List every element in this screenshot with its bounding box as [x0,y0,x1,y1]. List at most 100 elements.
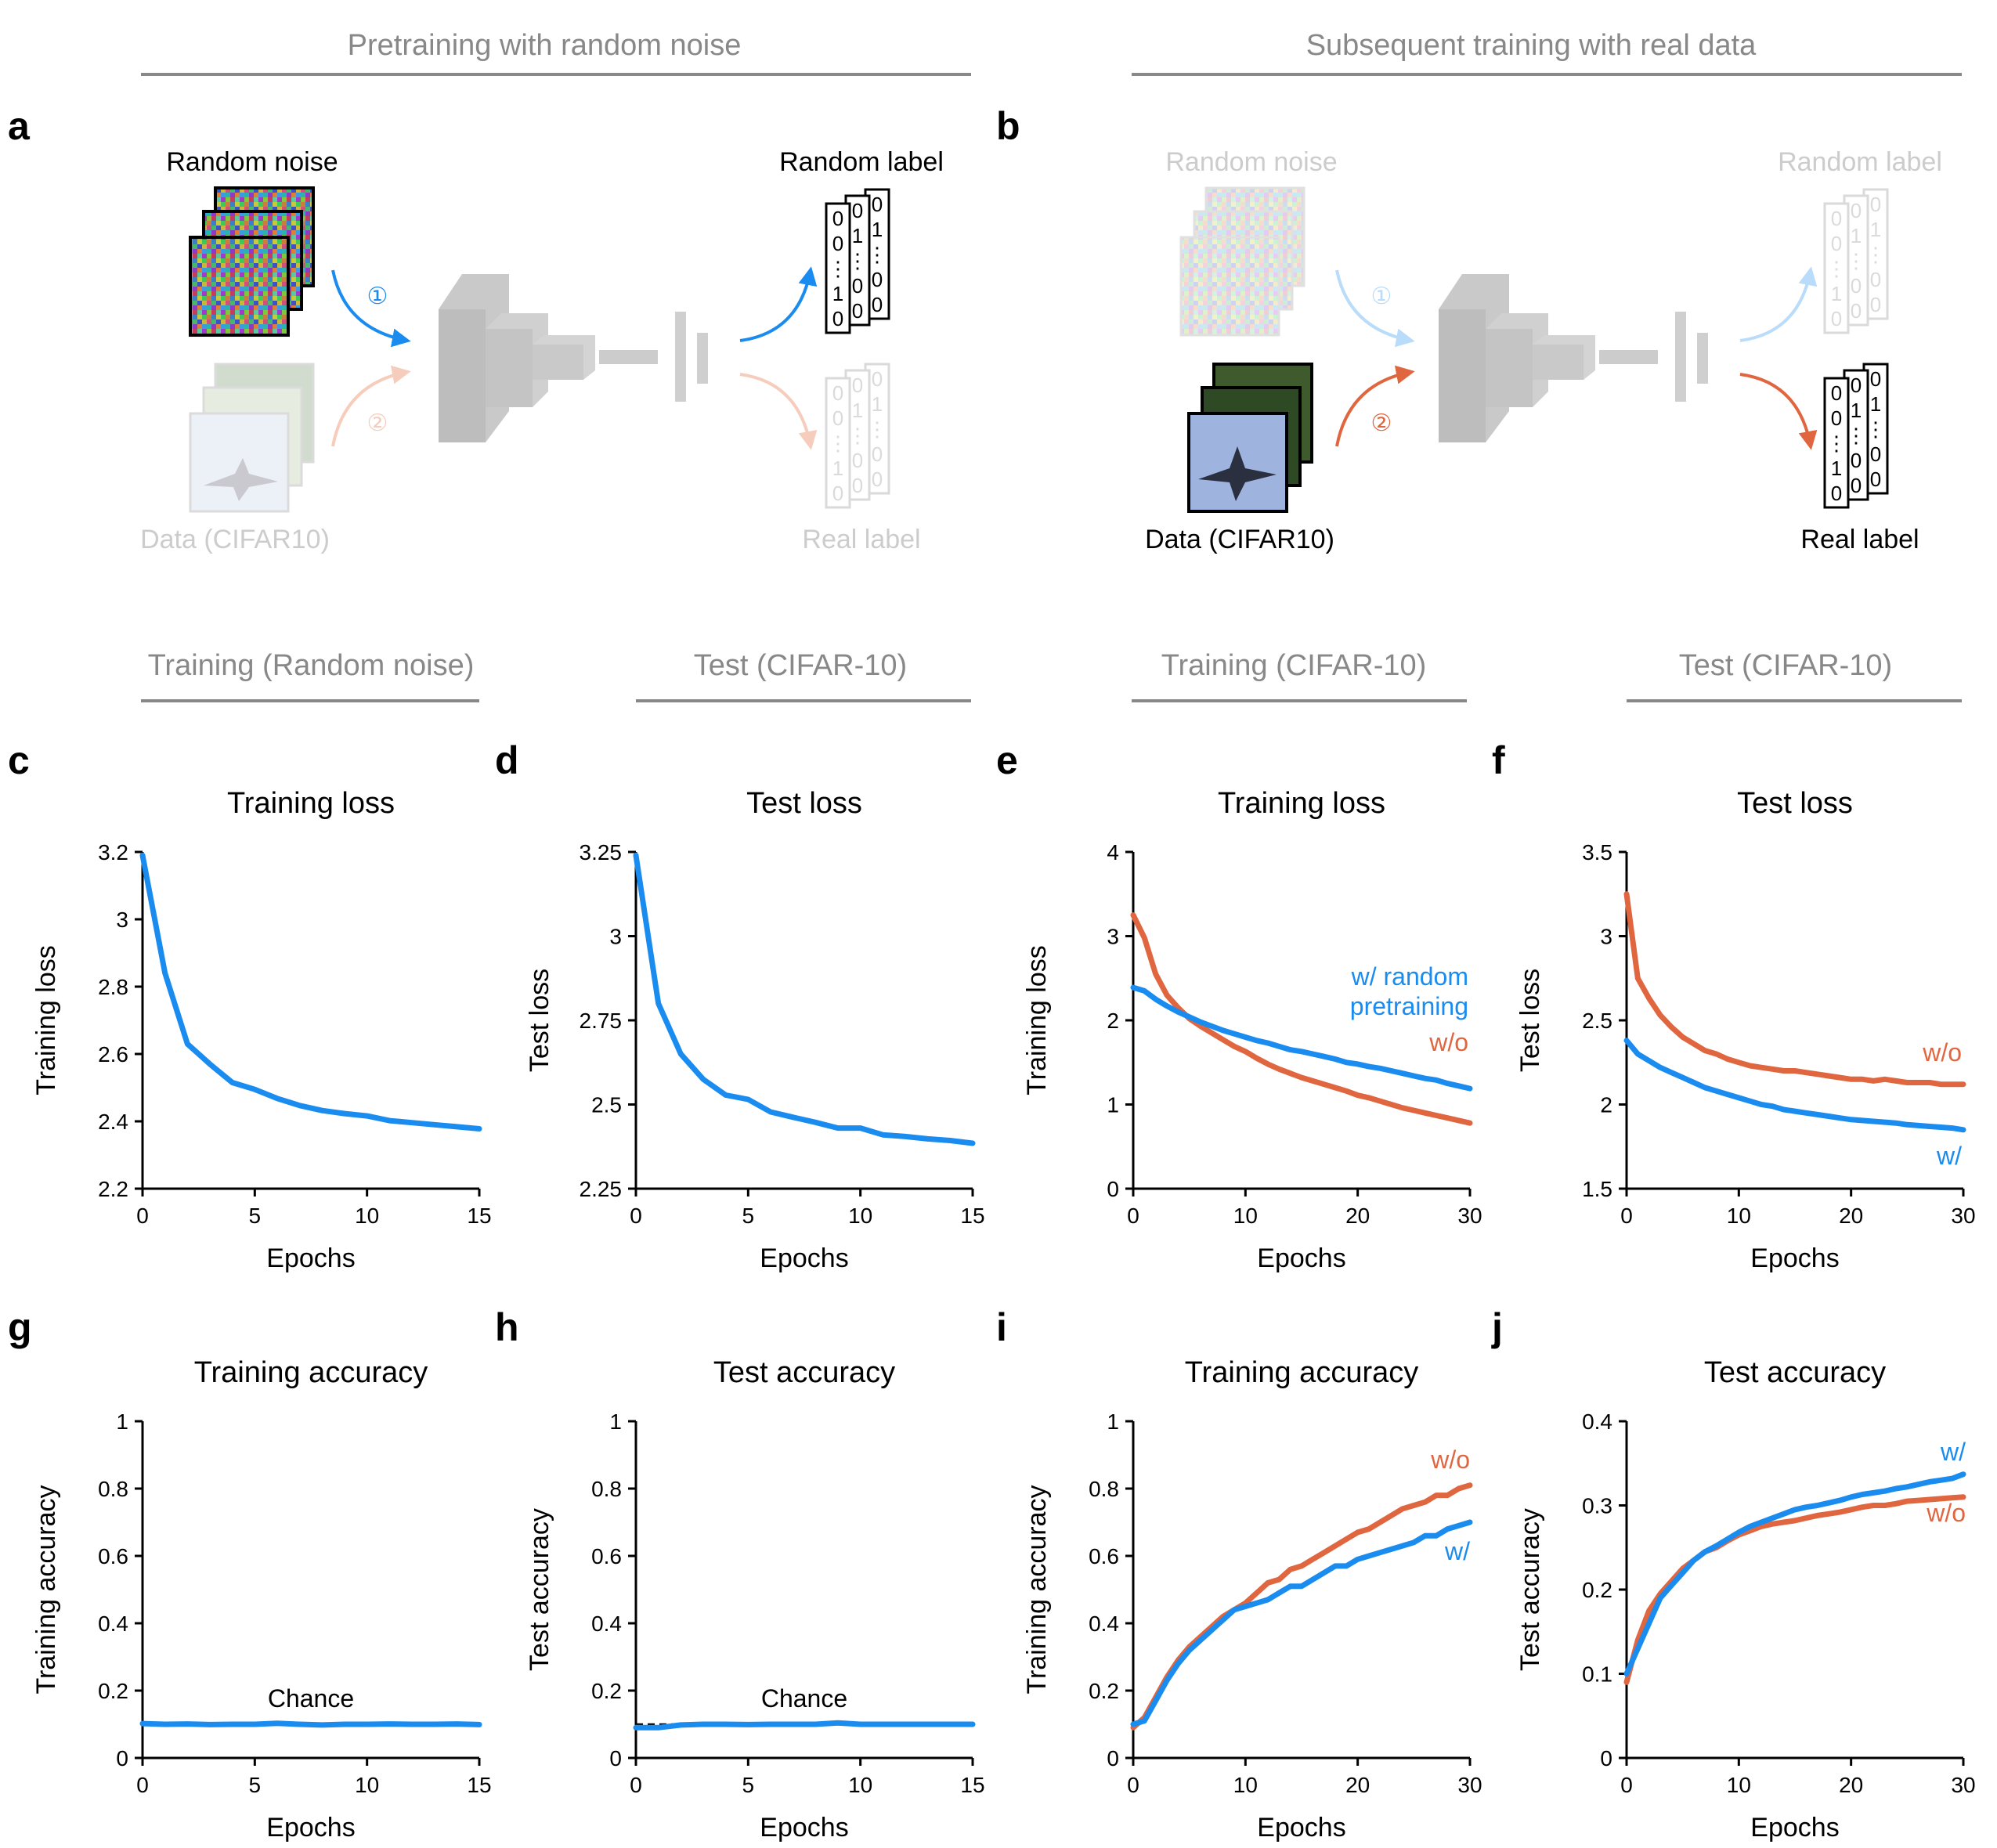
svg-text:0: 0 [1831,307,1842,330]
series-line-w-o [1623,891,1966,1088]
panel-letter-h: h [495,1305,519,1349]
y-tick-label: 0.4 [98,1612,128,1636]
svg-text:0: 0 [872,293,883,316]
x-tick-label: 5 [249,1204,262,1228]
x-tick-label: 0 [136,1204,149,1228]
y-tick-label: 2.5 [1582,1009,1612,1033]
svg-text:⋮: ⋮ [847,249,868,273]
y-tick-label: 3 [1600,925,1612,949]
svg-text:⋮: ⋮ [847,424,868,447]
panel-letter-i: i [996,1305,1007,1349]
series-annotation: w/ [1444,1537,1470,1565]
airplane-icon [1198,446,1277,501]
chart-title: Test accuracy [713,1356,895,1389]
chart-title: Training loss [1218,787,1385,820]
series-annotation: w/o [1922,1038,1962,1067]
chart-title: Test loss [1737,787,1853,820]
noise-image-stack [189,186,315,337]
x-tick-label: 0 [136,1773,149,1797]
svg-text:1: 1 [1870,392,1881,416]
label-vector-stack-faint: 0 1 ⋮ 0 0 0 1 ⋮ 0 0 0 0 ⋮ 1 0 [1823,188,1889,334]
y-tick-label: 2.6 [98,1042,128,1067]
x-tick-label: 30 [1457,1773,1482,1797]
panel-letter-b: b [996,104,1020,148]
panel-letter-a: a [8,104,31,148]
label-vector-stack: 0 1 ⋮ 0 0 0 1 ⋮ 0 0 0 0 ⋮ 1 0 [1823,363,1889,509]
x-tick-label: 10 [1727,1204,1751,1228]
series-line-w- [1623,1038,1966,1133]
x-axis-label: Epochs [760,1813,848,1843]
svg-text:0: 0 [1851,474,1862,497]
y-tick-label: 0 [1107,1177,1119,1201]
svg-text:0: 0 [1851,274,1862,298]
y-tick-label: 0.8 [591,1477,622,1501]
svg-text:1: 1 [852,399,863,422]
x-axis-label: Epochs [1257,1243,1345,1273]
x-tick-label: 20 [1839,1773,1863,1797]
y-tick-label: 3 [1107,925,1119,949]
x-tick-label: 20 [1345,1773,1370,1797]
svg-text:1: 1 [1831,457,1842,480]
x-tick-label: 10 [355,1204,379,1228]
y-tick-label: 2 [1107,1009,1119,1033]
y-tick-label: 0.6 [591,1544,622,1568]
real-label-label: Real label [1800,525,1919,554]
svg-text:0: 0 [1831,381,1842,405]
label-vector-stack-faint: 0 1 ⋮ 0 0 0 1 ⋮ 0 0 0 0 ⋮ 1 0 [825,363,890,509]
x-tick-label: 10 [848,1204,872,1228]
y-axis-label: Training loss [31,945,61,1095]
x-tick-label: 5 [249,1773,262,1797]
panel-letter-j: j [1491,1305,1503,1349]
y-tick-label: 0.6 [98,1544,128,1568]
y-tick-label: 2.25 [580,1177,623,1201]
y-tick-label: 4 [1107,840,1119,864]
x-axis-label: Epochs [1750,1813,1839,1843]
step2-marker: ② [367,410,388,436]
random-noise-label-faint: Random noise [1165,147,1337,177]
x-tick-label: 15 [467,1773,491,1797]
panel-letter-f: f [1492,738,1505,782]
y-tick-label: 2.2 [98,1177,128,1201]
step2-marker: ② [1371,410,1392,436]
series-line-w-random-pretraining [633,1720,976,1731]
y-tick-label: 0.6 [1089,1544,1119,1568]
chart-title: Test accuracy [1704,1356,1886,1389]
y-tick-label: 3.2 [98,840,128,864]
panel-letter-e: e [996,738,1018,782]
series-annotation: w/o [1926,1499,1966,1527]
x-tick-label: 30 [1951,1204,1975,1228]
sub-section-title: Training (Random noise) [148,649,475,682]
y-tick-label: 1 [1107,1093,1119,1117]
svg-text:0: 0 [1851,299,1862,323]
chart-j: Test accuracy 0 0.1 0.2 0.3 0.4 0 10 20 30 Epochs T… [1515,1356,1976,1843]
section-headers: Pretraining with random noise Subsequent… [141,29,1962,702]
airplane-icon [204,458,278,501]
x-tick-label: 0 [1620,1204,1633,1228]
noise-image-stack-faint [1179,186,1305,337]
x-tick-label: 10 [355,1773,379,1797]
svg-text:0: 0 [1831,406,1842,430]
svg-text:⋮: ⋮ [1826,257,1847,280]
svg-text:1: 1 [872,218,883,241]
svg-text:0: 0 [832,232,843,255]
svg-text:0: 0 [872,268,883,291]
section-title-pretraining: Pretraining with random noise [348,29,742,62]
chart-title: Training loss [227,787,395,820]
sub-section-title: Test (CIFAR-10) [694,649,907,682]
chance-label: Chance [761,1684,847,1713]
svg-text:0: 0 [872,367,883,391]
svg-text:⋮: ⋮ [828,431,848,455]
series-annotation: pretraining [1350,992,1468,1020]
y-tick-label: 0.4 [591,1612,622,1636]
y-tick-label: 0 [609,1746,622,1770]
svg-text:0: 0 [872,442,883,466]
y-tick-label: 0.8 [98,1477,128,1501]
svg-text:0: 0 [1870,268,1881,291]
label-vector-stack: 0 1 ⋮ 0 0 0 1 ⋮ 0 0 0 0 ⋮ 1 0 [825,188,890,334]
x-tick-label: 0 [1620,1773,1633,1797]
x-tick-label: 10 [1233,1773,1258,1797]
x-axis-label: Epochs [266,1243,355,1273]
y-tick-label: 3 [609,925,622,949]
